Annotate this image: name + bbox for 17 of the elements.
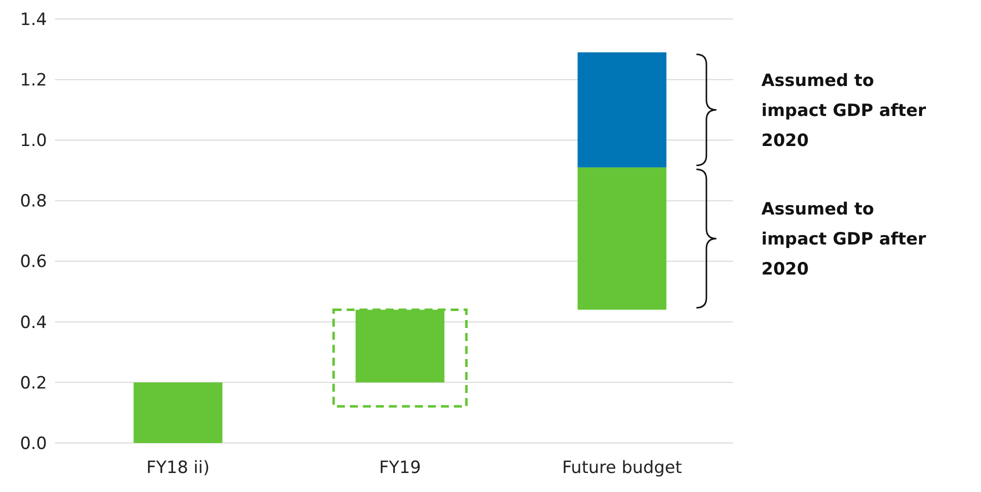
y-tick-label: 0.2 xyxy=(20,373,47,394)
text: Assumed to impact GDP after 2020 xyxy=(761,200,927,280)
y-tick-label: 0.6 xyxy=(20,252,47,272)
bar xyxy=(578,167,666,310)
y-tick-label: 1.0 xyxy=(20,131,47,152)
x-tick-label: FY19 xyxy=(379,458,421,478)
text: Assumed to impact GDP after 2020 xyxy=(761,70,927,151)
bar xyxy=(356,310,444,382)
y-tick-label: 0.8 xyxy=(20,192,47,212)
y-tick-label: 1.2 xyxy=(20,70,47,91)
bar xyxy=(134,382,222,443)
x-tick-label: FY18 ii) xyxy=(146,458,210,478)
y-tick-label: 0.0 xyxy=(20,434,47,454)
x-tick-label: Future budget xyxy=(562,458,682,478)
y-tick-label: 1.4 xyxy=(20,10,47,30)
bar xyxy=(578,52,666,168)
y-tick-label: 0.4 xyxy=(20,312,47,333)
